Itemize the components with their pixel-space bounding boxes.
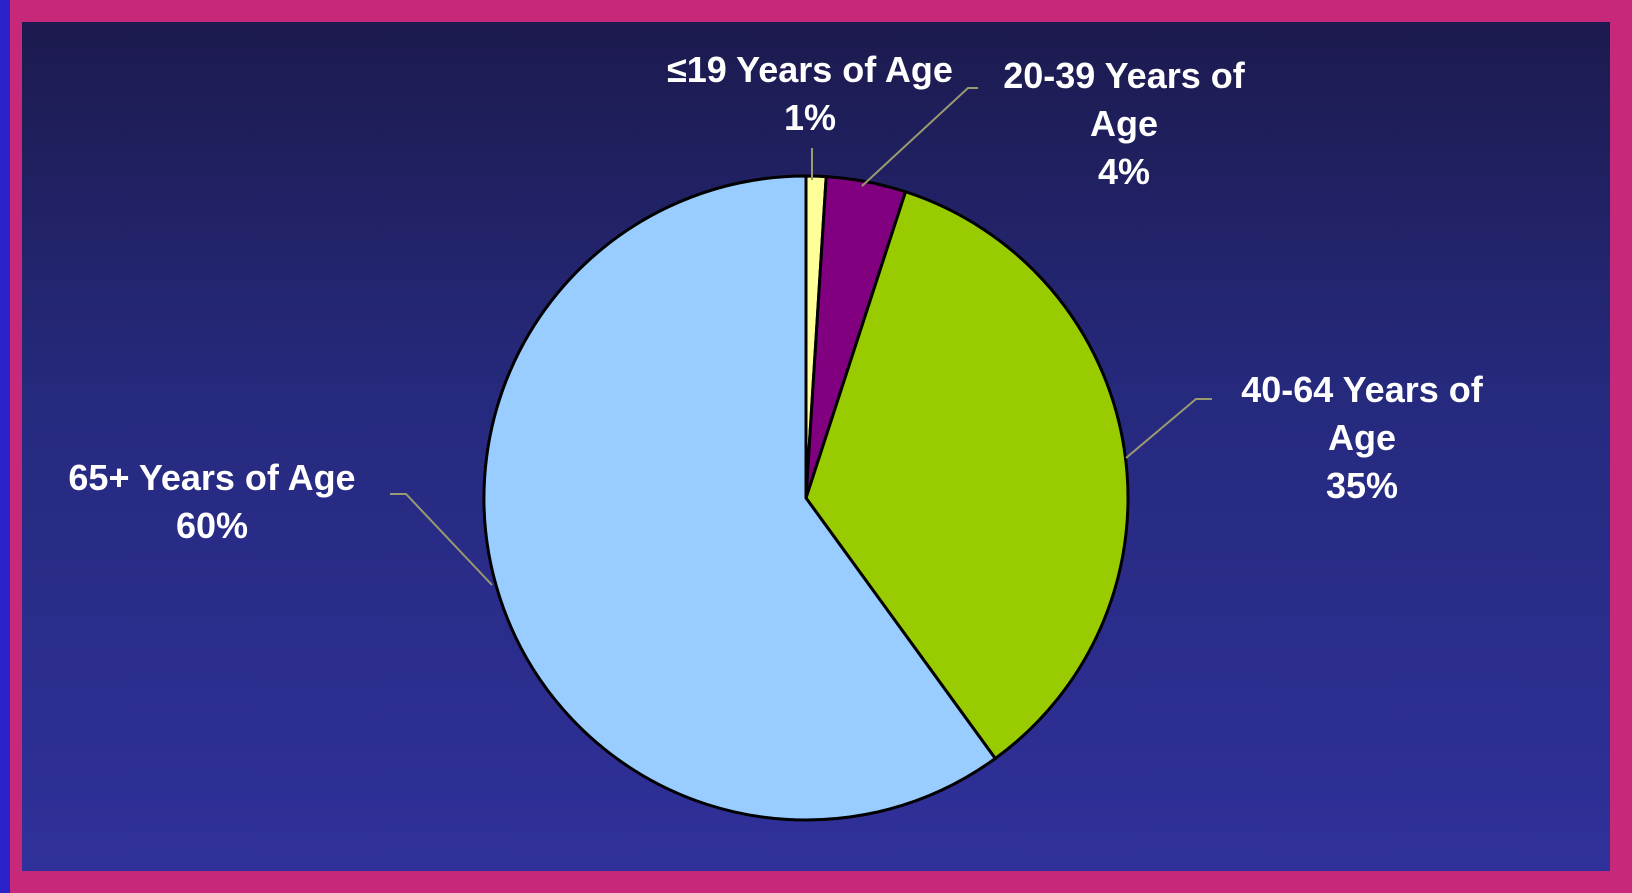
- slice-label-line: 4%: [1098, 151, 1150, 192]
- pie-slice: [482, 174, 997, 822]
- slice-labels: ≤19 Years of Age 1% 20-39 Years of Age 4% 40-…: [68, 49, 1483, 546]
- leader-line: [1125, 398, 1212, 459]
- slice-label-line: 35%: [1326, 465, 1398, 506]
- slice-label-line: Age: [1090, 103, 1158, 144]
- slice-label: 20-39 Years of Age 4%: [1003, 55, 1246, 192]
- slice-label-line: ≤19 Years of Age: [667, 49, 953, 90]
- slice-label: 40-64 Years of Age 35%: [1241, 369, 1484, 506]
- slice-label: 65+ Years of Age 60%: [68, 457, 355, 546]
- slice-label-line: 65+ Years of Age: [68, 457, 355, 498]
- leader-line: [861, 87, 978, 187]
- pie-slice: [804, 190, 1130, 761]
- leader-line: [390, 493, 493, 586]
- slice-label-line: 20-39 Years of: [1003, 55, 1246, 96]
- slice-label-line: 60%: [176, 505, 248, 546]
- slice-label-line: 40-64 Years of: [1241, 369, 1484, 410]
- pie-slices: [482, 174, 1130, 822]
- leader-lines: [390, 87, 1212, 586]
- slice-label: ≤19 Years of Age 1%: [667, 49, 953, 138]
- slice-label-line: Age: [1328, 417, 1396, 458]
- slice-label-line: 1%: [784, 97, 836, 138]
